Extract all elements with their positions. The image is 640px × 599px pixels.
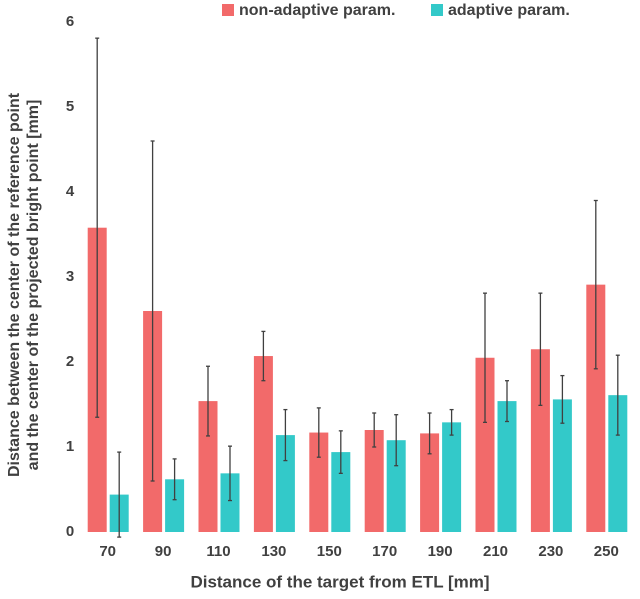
legend-swatch (431, 4, 443, 16)
y-tick-label: 2 (66, 353, 74, 370)
error-bar (206, 365, 210, 437)
error-bar (150, 140, 155, 482)
error-bar (316, 407, 321, 458)
bar (475, 357, 495, 532)
error-bar (261, 330, 266, 382)
bar (309, 432, 329, 532)
x-tick-label: 250 (594, 543, 619, 560)
error-bar (338, 430, 343, 475)
legend-swatch (222, 4, 234, 16)
x-tick-label: 230 (538, 543, 563, 560)
bar (386, 440, 406, 532)
y-axis-title: Distance between the center of the refer… (6, 92, 23, 477)
error-bar (95, 37, 100, 418)
bar (552, 399, 572, 532)
error-bar (505, 380, 509, 423)
x-tick-label: 150 (317, 543, 342, 560)
x-tick-label: 70 (99, 543, 116, 560)
y-tick-label: 1 (66, 438, 74, 455)
error-bar (615, 354, 620, 436)
x-axis-title: Distance of the target from ETL [mm] (190, 572, 489, 591)
x-tick-label: 110 (206, 543, 230, 560)
error-bar (483, 292, 487, 424)
bar (530, 349, 550, 532)
bar (586, 284, 606, 532)
error-bar (560, 374, 565, 424)
error-bar (538, 292, 543, 407)
bar (420, 433, 440, 532)
y-tick-label: 3 (66, 268, 74, 285)
y-tick-label: 4 (66, 183, 75, 200)
bar (165, 479, 185, 532)
x-tick-label: 210 (483, 543, 508, 560)
bar (442, 422, 462, 532)
bar (364, 430, 384, 532)
error-bar (427, 412, 432, 455)
bar (275, 435, 295, 532)
bar (198, 401, 218, 532)
y-axis-title: and the center of the projected bright p… (25, 100, 42, 471)
bar (220, 473, 240, 532)
error-bar (372, 412, 377, 448)
legend-label: non-adaptive param. (239, 2, 395, 19)
error-bar (283, 408, 288, 462)
x-tick-label: 190 (428, 543, 453, 560)
error-bar (228, 445, 232, 502)
x-tick-label: 90 (155, 543, 172, 560)
bar (331, 452, 351, 532)
x-tick-label: 130 (261, 543, 286, 560)
error-bar (172, 458, 177, 501)
y-tick-label: 6 (66, 13, 74, 30)
error-bar (593, 199, 598, 370)
y-tick-label: 0 (66, 523, 74, 540)
y-tick-label: 5 (66, 98, 74, 115)
bar (608, 395, 628, 532)
x-tick-label: 170 (372, 543, 397, 560)
legend-label: adaptive param. (448, 2, 570, 19)
error-bar (117, 451, 122, 538)
bar (497, 401, 517, 532)
error-bar (394, 414, 399, 467)
error-bar (449, 408, 454, 436)
bar (253, 356, 273, 532)
